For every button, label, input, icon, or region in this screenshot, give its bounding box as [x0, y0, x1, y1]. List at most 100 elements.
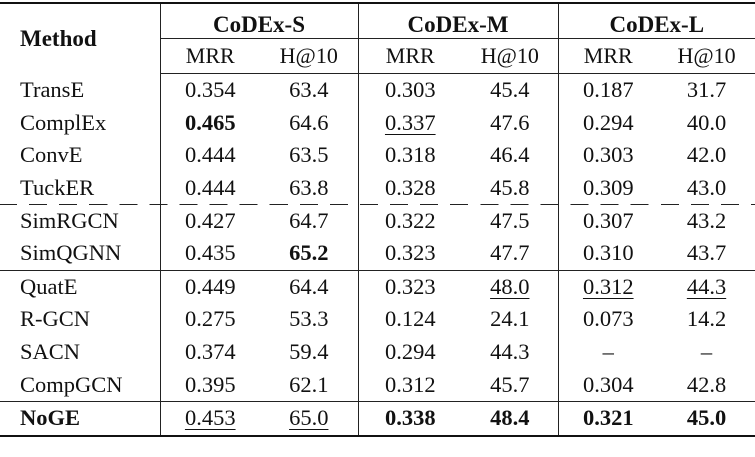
table-row: SimQGNN 0.435 65.2 0.323 47.7 0.310 43.7 — [0, 236, 755, 271]
method-name: ConvE — [0, 139, 161, 172]
table-row: TransE 0.354 63.4 0.303 45.4 0.187 31.7 — [0, 73, 755, 107]
method-name: SimQGNN — [0, 236, 161, 271]
second-best-value: 48.0 — [490, 273, 530, 299]
table-cell: 43.2 — [686, 207, 727, 233]
table-cell: – — [700, 339, 713, 365]
table-cell: 0.322 — [357, 204, 463, 237]
metric-header: H@10 — [462, 38, 559, 74]
table-cell: 64.7 — [289, 207, 329, 233]
second-best-value: 65.0 — [289, 405, 329, 431]
table-cell: 63.4 — [289, 77, 329, 103]
table-cell: 65.2 — [260, 237, 358, 270]
table-cell: 0.124 — [357, 303, 463, 336]
best-value: 0.321 — [582, 405, 634, 431]
table-cell: 0.444 — [184, 142, 236, 168]
metric-header: MRR — [357, 38, 463, 74]
table-cell: 14.2 — [686, 306, 727, 332]
table-cell: 47.5 — [490, 207, 530, 233]
best-value: 0.338 — [384, 405, 436, 431]
header-row-groups: Method CoDEx-S CoDEx-M CoDEx-L — [0, 2, 755, 74]
table-cell: 0.444 — [184, 175, 236, 201]
table-cell: 62.1 — [289, 371, 329, 397]
table-cell: 0.294 — [357, 335, 463, 369]
results-table: Method CoDEx-S CoDEx-M CoDEx-L MRR H@10 … — [0, 2, 755, 437]
table-cell: 0.449 — [160, 269, 260, 304]
table-cell: 0.427 — [184, 207, 236, 233]
method-name: R-GCN — [0, 303, 161, 336]
metric-header: H@10 — [260, 38, 359, 74]
table-cell: 46.4 — [490, 142, 530, 168]
method-name: NoGE — [0, 400, 161, 437]
table-row: SimRGCN 0.427 64.7 0.322 47.5 0.307 43.2 — [0, 204, 755, 237]
table-cell: 43.7 — [686, 240, 727, 266]
best-value: 48.4 — [490, 405, 530, 431]
table-cell: 40.0 — [686, 109, 727, 135]
header-row-metrics: MRR H@10 MRR H@10 MRR H@10 — [0, 38, 755, 74]
table-cell: 59.4 — [289, 339, 329, 365]
method-name: QuatE — [0, 269, 161, 304]
table-cell: 0.453 — [160, 400, 260, 437]
table-cell: 44.3 — [490, 339, 530, 365]
table-cell: 64.4 — [260, 269, 359, 304]
table-row: R-GCN 0.275 53.3 0.124 24.1 0.073 14.2 — [0, 303, 755, 336]
table-cell: 0.318 — [357, 139, 463, 172]
table-cell: 45.0 — [658, 400, 755, 437]
method-name: TuckER — [0, 171, 161, 205]
table-cell: 0.294 — [557, 106, 659, 140]
table-cell: 24.1 — [490, 306, 530, 332]
method-name: CompGCN — [0, 368, 161, 402]
table-cell: 0.310 — [557, 236, 659, 271]
second-best-value: 44.3 — [686, 273, 727, 299]
table-row-ours: NoGE 0.453 65.0 0.338 48.4 0.321 45.0 — [0, 400, 755, 437]
metric-header: MRR — [557, 38, 659, 74]
table-cell: 48.0 — [462, 269, 559, 304]
table-cell: 0.435 — [184, 240, 236, 266]
best-value: 45.0 — [686, 405, 727, 431]
table-cell: 45.4 — [490, 77, 530, 103]
method-header: Method — [0, 2, 161, 74]
table-row: TuckER 0.444 63.8 0.328 45.8 0.309 43.0 — [0, 171, 755, 205]
table-cell: 0.309 — [557, 171, 659, 205]
table-row: ConvE 0.444 63.5 0.318 46.4 0.303 42.0 — [0, 139, 755, 172]
table-row: CompGCN 0.395 62.1 0.312 45.7 0.304 42.8 — [0, 368, 755, 402]
group-header-codex-s: CoDEx-S — [160, 2, 359, 39]
table-cell: 31.7 — [686, 77, 727, 103]
table-cell: 0.303 — [357, 73, 463, 107]
method-name: ComplEx — [0, 106, 161, 140]
table-cell: 43.0 — [686, 175, 727, 201]
second-best-value: 0.312 — [582, 273, 634, 299]
table-cell: 0.323 — [357, 236, 463, 271]
table-cell: 0.275 — [184, 306, 236, 332]
table-cell: – — [557, 335, 659, 369]
table-cell: 0.465 — [160, 107, 260, 140]
table-cell: 0.073 — [557, 303, 659, 336]
table-cell: 0.374 — [184, 339, 236, 365]
metric-header: H@10 — [658, 38, 755, 74]
table-cell: 0.307 — [557, 204, 659, 237]
table-cell: 0.338 — [357, 400, 463, 437]
table-cell: 42.0 — [686, 142, 727, 168]
table-row: ComplEx 0.465 64.6 0.337 47.6 0.294 40.0 — [0, 106, 755, 140]
table-cell: 0.304 — [557, 368, 659, 402]
second-best-value: 0.453 — [184, 405, 236, 431]
table-cell: 45.8 — [490, 175, 530, 201]
method-name: SACN — [0, 335, 161, 369]
table-cell: 47.7 — [490, 240, 530, 266]
table-cell: 47.6 — [490, 109, 530, 135]
table-cell: 0.321 — [557, 400, 659, 437]
second-best-value: 0.337 — [384, 109, 436, 135]
table-cell: 0.328 — [357, 171, 463, 205]
table-cell: 65.0 — [260, 400, 359, 437]
table-cell: 0.312 — [557, 269, 659, 304]
group-header-codex-m: CoDEx-M — [357, 2, 559, 39]
table-cell: 44.3 — [658, 269, 755, 304]
table-cell: 0.337 — [357, 106, 463, 140]
table-cell: 42.8 — [686, 371, 727, 397]
table-cell: 0.354 — [184, 77, 236, 103]
best-value: 65.2 — [289, 240, 329, 266]
dashed-separator — [0, 204, 755, 206]
table-cell: 0.395 — [184, 371, 236, 397]
table-cell: 45.7 — [490, 371, 530, 397]
table-cell: 0.303 — [557, 139, 659, 172]
